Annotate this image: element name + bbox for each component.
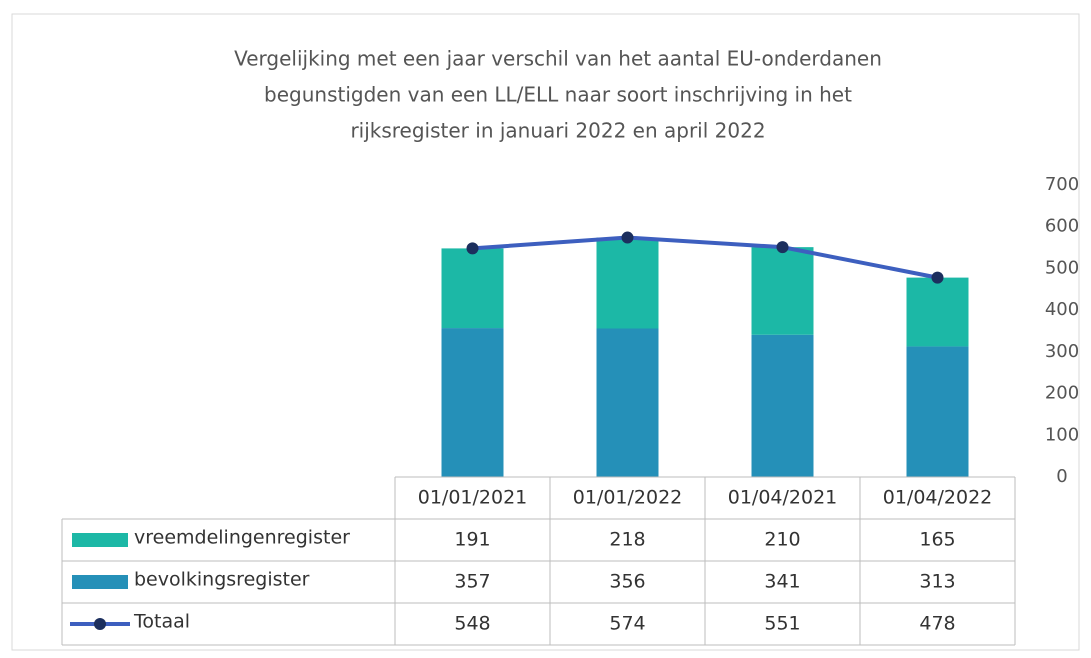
line-marker bbox=[776, 241, 789, 254]
bar-segment bbox=[906, 346, 969, 477]
chart-title: rijksregister in januari 2022 en april 2… bbox=[350, 119, 765, 143]
table-value: 357 bbox=[454, 571, 490, 593]
x-tick-label: 01/01/2022 bbox=[573, 487, 683, 509]
chart-title: begunstigden van een LL/ELL naar soort i… bbox=[264, 83, 852, 107]
table-value: 478 bbox=[919, 613, 955, 635]
table-value: 341 bbox=[764, 571, 800, 593]
table-value: 210 bbox=[764, 529, 800, 551]
table-value: 551 bbox=[764, 613, 800, 635]
y-tick-label: 400 bbox=[1045, 299, 1079, 320]
line bbox=[472, 235, 938, 280]
legend-marker bbox=[94, 618, 106, 630]
line-marker bbox=[466, 242, 479, 255]
table-value: 313 bbox=[919, 571, 955, 593]
line-marker bbox=[621, 231, 634, 244]
x-tick-label: 01/04/2021 bbox=[728, 487, 838, 509]
legend-label: Totaal bbox=[133, 611, 190, 633]
chart-title: Vergelijking met een jaar verschil van h… bbox=[234, 47, 882, 71]
table-value: 548 bbox=[454, 613, 490, 635]
y-tick-label: 500 bbox=[1045, 257, 1079, 278]
legend-label: vreemdelingenregister bbox=[134, 527, 350, 549]
table-value: 574 bbox=[609, 613, 645, 635]
bar-segment bbox=[596, 237, 659, 329]
chart-frame bbox=[11, 13, 1080, 651]
y-tick-label: 200 bbox=[1045, 383, 1079, 404]
table-value: 165 bbox=[919, 529, 955, 551]
legend-swatch bbox=[72, 533, 128, 547]
y-tick-label: 0 bbox=[1056, 466, 1067, 487]
bar-segment bbox=[441, 248, 504, 329]
line-marker bbox=[931, 271, 944, 284]
bar-segment bbox=[751, 247, 814, 335]
y-tick-label: 700 bbox=[1045, 174, 1079, 195]
legend-label: bevolkingsregister bbox=[134, 569, 310, 591]
y-tick-label: 300 bbox=[1045, 341, 1079, 362]
bar-segment bbox=[906, 277, 969, 347]
legend-swatch bbox=[72, 575, 128, 589]
y-tick-label: 100 bbox=[1045, 424, 1079, 445]
table-value: 218 bbox=[609, 529, 645, 551]
table-value: 191 bbox=[454, 529, 490, 551]
y-tick-label: 600 bbox=[1045, 216, 1079, 237]
bar-segment bbox=[751, 334, 814, 477]
x-tick-label: 01/04/2022 bbox=[883, 487, 993, 509]
bar-segment bbox=[441, 328, 504, 477]
table-value: 356 bbox=[609, 571, 645, 593]
x-tick-label: 01/01/2021 bbox=[418, 487, 528, 509]
bar-segment bbox=[596, 328, 659, 477]
